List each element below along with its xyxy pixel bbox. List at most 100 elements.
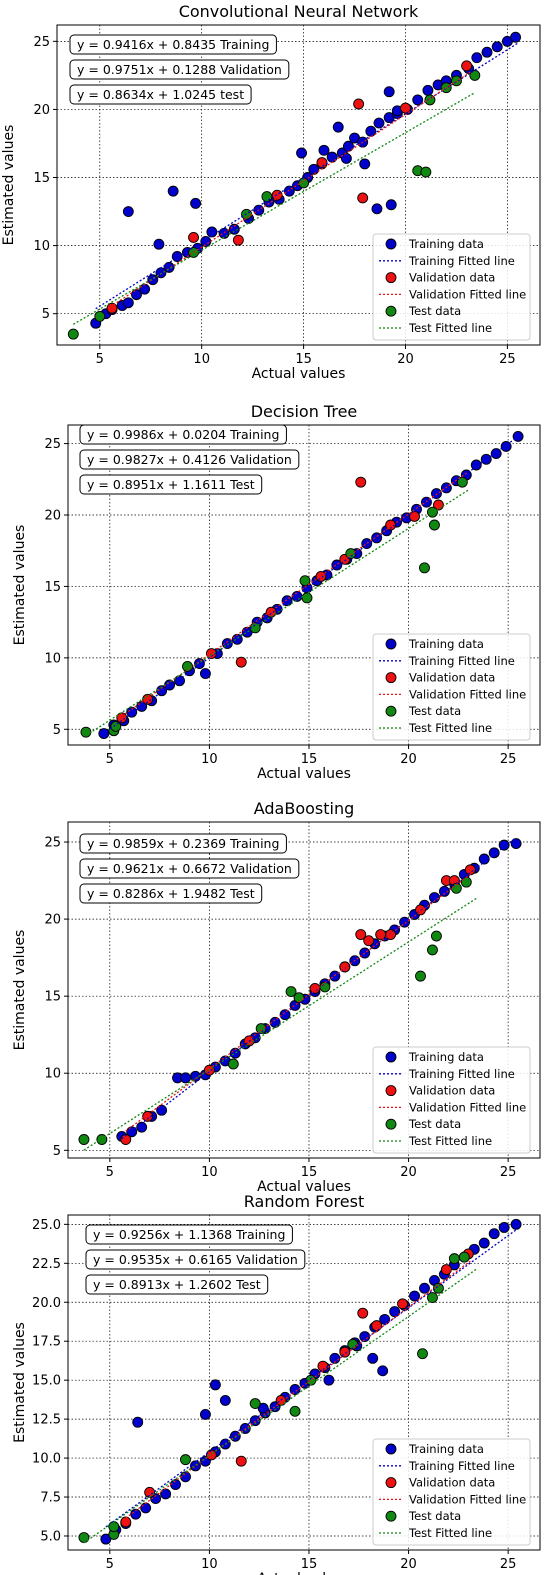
equation-frame — [69, 59, 290, 80]
data-point — [367, 1352, 379, 1364]
equation-text: y = 0.9827x + 0.4126 Validation — [87, 452, 292, 467]
y-tick-label: 25 — [44, 836, 61, 851]
axes-frame — [67, 821, 541, 1159]
data-point — [126, 706, 138, 718]
legend-entry-test-fitted-line: Test Fitted line — [379, 1134, 492, 1148]
chart-panel-2: 5 10 15 20 25 5 10 15 20 25 Decision Tree Actual va… — [12, 402, 541, 782]
data-point — [163, 261, 175, 273]
x-tick-label: 25 — [499, 352, 516, 367]
data-point — [116, 712, 128, 724]
legend-label: Test data — [408, 1117, 461, 1131]
y-tick-label: 20 — [33, 103, 50, 118]
data-point — [440, 1264, 452, 1275]
y-tick-label: 5.0 — [40, 1529, 61, 1544]
y-tick-label: 5 — [53, 1144, 61, 1159]
equation-box: y = 0.8634x + 1.0245 test — [69, 84, 252, 105]
legend-entry-training-data: Training data — [385, 1050, 484, 1064]
series-test-data — [78, 876, 472, 1145]
legend-label: Training data — [408, 237, 484, 251]
data-point — [355, 929, 367, 940]
data-point — [120, 1516, 132, 1528]
equation-box: y = 0.9256x + 1.1368 Training — [85, 1224, 293, 1245]
data-layer — [78, 1218, 522, 1545]
axes-frame — [56, 24, 541, 346]
data-point — [331, 559, 343, 571]
data-point — [339, 961, 351, 973]
data-point — [285, 986, 297, 997]
y-axis-label: Estimated values — [12, 930, 28, 1051]
data-point — [371, 532, 383, 544]
x-tick-label: 20 — [400, 1557, 417, 1572]
data-point — [188, 231, 199, 243]
y-tick-label: 15 — [44, 990, 61, 1005]
data-point — [428, 892, 440, 903]
legend-entry-test-data: Test data — [385, 704, 461, 718]
series-training-data — [90, 31, 521, 329]
data-point — [318, 144, 330, 156]
legend-entry-validation-data: Validation data — [385, 271, 495, 285]
legend-label: Training Fitted line — [408, 1067, 515, 1081]
data-point — [319, 981, 331, 993]
legend-frame — [372, 1046, 531, 1154]
y-tick-label: 15 — [33, 171, 50, 186]
legend-label: Validation Fitted line — [409, 687, 526, 701]
data-point — [171, 251, 183, 262]
axes-frame — [67, 424, 541, 746]
legend-entry-validation-fitted-line: Validation Fitted line — [379, 287, 526, 301]
data-point — [461, 60, 473, 72]
data-point — [400, 102, 411, 114]
legend-entry-test-data: Test data — [385, 1117, 461, 1131]
data-point — [371, 203, 383, 215]
data-point — [448, 1253, 460, 1265]
x-tick-label: 15 — [301, 1165, 318, 1180]
y-tick-label: 5 — [42, 307, 50, 322]
equation-text: y = 0.8951x + 1.1611 Test — [87, 477, 255, 492]
legend-entry-test-fitted-line: Test Fitted line — [379, 1526, 492, 1540]
test-fitted-line — [72, 92, 476, 325]
data-point — [106, 302, 118, 314]
x-tick-label: 5 — [96, 352, 104, 367]
x-axis-label: Actual values — [257, 1179, 351, 1195]
x-tick-label: 5 — [106, 1165, 114, 1180]
data-point — [385, 199, 397, 211]
x-tick-label: 20 — [397, 352, 414, 367]
data-point — [419, 562, 430, 574]
data-layer — [67, 31, 521, 340]
legend-entry-training-data: Training data — [385, 237, 484, 251]
data-point — [80, 726, 92, 738]
data-point — [228, 223, 240, 235]
data-point — [419, 1282, 430, 1294]
y-tick-label: 10 — [33, 239, 50, 254]
x-tick-label: 20 — [400, 1165, 417, 1180]
data-point — [136, 1121, 148, 1133]
y-tick-label: 12.5 — [32, 1413, 61, 1428]
data-point — [67, 328, 79, 340]
data-point — [332, 121, 344, 133]
data-point — [500, 440, 512, 452]
data-point — [153, 238, 165, 250]
data-point — [491, 41, 503, 53]
equation-text: y = 0.9416x + 0.8435 Training — [77, 37, 269, 52]
y-axis-label: Estimated values — [12, 1322, 28, 1443]
legend-label: Validation data — [409, 1084, 495, 1098]
data-point — [371, 1320, 383, 1332]
legend-marker — [385, 1085, 397, 1097]
data-point — [180, 1072, 191, 1084]
data-point — [365, 125, 377, 137]
y-axis-label: Estimated values — [1, 125, 17, 246]
equation-frame — [69, 34, 277, 55]
y-axis-label: Estimated values — [12, 525, 28, 646]
legend-entry-validation-fitted-line: Validation Fitted line — [379, 687, 526, 701]
legend-label: Test data — [408, 304, 461, 318]
data-point — [488, 1228, 500, 1240]
equation-box: y = 0.9621x + 0.6672 Validation — [79, 858, 300, 879]
x-tick-label: 20 — [400, 752, 417, 767]
legend-marker — [385, 305, 397, 317]
chart-panel-4: 5 10 15 20 25 5.0 7.5 10.0 12.5 15.0 17.5 20.0 22.5 2… — [12, 1192, 541, 1575]
data-point — [478, 1237, 490, 1249]
data-point — [78, 1134, 90, 1145]
validation-fitted-line — [121, 471, 469, 717]
legend-label: Test Fitted line — [408, 721, 492, 735]
data-point — [235, 656, 247, 668]
legend-label: Training data — [408, 637, 484, 651]
